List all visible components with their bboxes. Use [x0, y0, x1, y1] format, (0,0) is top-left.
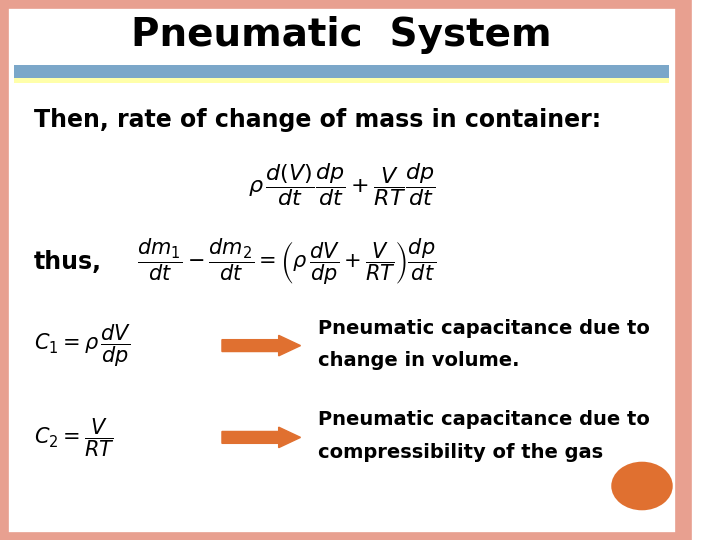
Text: $\rho\,\dfrac{d(V)}{dt}\dfrac{dp}{dt}+\dfrac{V}{RT}\dfrac{dp}{dt}$: $\rho\,\dfrac{d(V)}{dt}\dfrac{dp}{dt}+\d… — [248, 161, 436, 208]
Bar — [14, 65, 670, 78]
Text: $C_1=\rho\,\dfrac{dV}{dp}$: $C_1=\rho\,\dfrac{dV}{dp}$ — [34, 322, 132, 369]
Circle shape — [611, 462, 672, 510]
Text: $\dfrac{dm_1}{dt}-\dfrac{dm_2}{dt}=\left(\rho\,\dfrac{dV}{dp}+\dfrac{V}{RT}\righ: $\dfrac{dm_1}{dt}-\dfrac{dm_2}{dt}=\left… — [137, 237, 436, 287]
Text: change in volume.: change in volume. — [318, 351, 519, 370]
Text: Pneumatic capacitance due to: Pneumatic capacitance due to — [318, 410, 649, 429]
Text: compressibility of the gas: compressibility of the gas — [318, 443, 603, 462]
Text: $C_2=\dfrac{V}{RT}$: $C_2=\dfrac{V}{RT}$ — [34, 416, 115, 458]
Text: Pneumatic capacitance due to: Pneumatic capacitance due to — [318, 319, 649, 338]
FancyArrow shape — [222, 335, 300, 356]
Text: Then, rate of change of mass in container:: Then, rate of change of mass in containe… — [34, 108, 601, 132]
Bar — [14, 78, 670, 83]
Text: thus,: thus, — [34, 250, 102, 274]
Text: Pneumatic  System: Pneumatic System — [131, 16, 552, 54]
FancyArrow shape — [222, 427, 300, 448]
